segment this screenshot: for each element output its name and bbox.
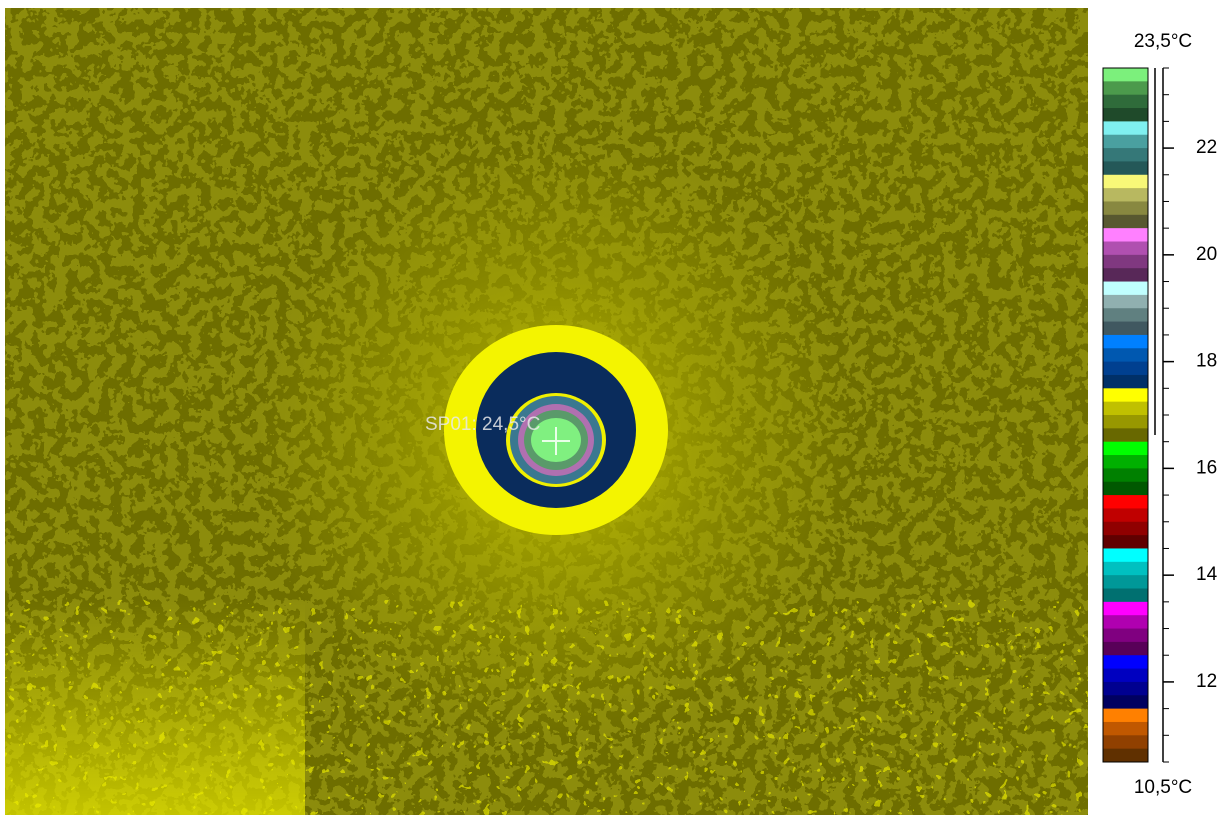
spot-crosshair bbox=[542, 427, 570, 455]
palette-band bbox=[1103, 441, 1148, 456]
palette-band bbox=[1103, 415, 1148, 429]
palette-band bbox=[1103, 81, 1148, 96]
palette-band bbox=[1103, 121, 1148, 136]
palette-band bbox=[1103, 134, 1148, 149]
thermal-image bbox=[5, 8, 1088, 815]
palette-band bbox=[1103, 348, 1148, 363]
palette-band bbox=[1103, 655, 1148, 670]
palette-band bbox=[1103, 361, 1148, 376]
palette-band bbox=[1103, 708, 1148, 723]
palette-band bbox=[1103, 148, 1148, 162]
tick-label: 12 bbox=[1196, 671, 1217, 692]
palette-band bbox=[1103, 668, 1148, 683]
tick-label: 22 bbox=[1196, 137, 1217, 158]
colorbar-frame bbox=[1102, 67, 1149, 763]
palette-band bbox=[1103, 601, 1148, 616]
palette-band bbox=[1103, 495, 1148, 509]
palette-band bbox=[1103, 535, 1148, 549]
palette-band bbox=[1103, 201, 1148, 216]
palette-band bbox=[1103, 68, 1148, 82]
palette-band bbox=[1103, 748, 1148, 763]
palette-band bbox=[1103, 94, 1148, 109]
palette-band bbox=[1103, 481, 1148, 496]
palette-band bbox=[1103, 174, 1148, 189]
tick-label: 18 bbox=[1196, 351, 1217, 372]
scale-max-label: 23,5°C bbox=[1134, 31, 1192, 52]
palette-band bbox=[1103, 401, 1148, 416]
palette-band bbox=[1103, 588, 1148, 603]
palette-band bbox=[1103, 254, 1148, 269]
palette-band bbox=[1103, 108, 1148, 122]
palette-band bbox=[1103, 695, 1148, 710]
palette-band bbox=[1103, 308, 1148, 323]
spot-label: SP01: 24,5°C bbox=[425, 414, 540, 435]
tick-label: 16 bbox=[1196, 457, 1217, 478]
palette-band bbox=[1103, 188, 1148, 202]
palette-band bbox=[1103, 388, 1148, 403]
palette-band bbox=[1103, 294, 1148, 309]
palette-band bbox=[1103, 268, 1148, 283]
palette-band bbox=[1103, 468, 1148, 483]
palette-band bbox=[1103, 721, 1148, 736]
palette-band bbox=[1103, 641, 1148, 656]
tick-label: 20 bbox=[1196, 244, 1217, 265]
palette-band bbox=[1103, 575, 1148, 589]
palette-band bbox=[1103, 334, 1148, 349]
palette-band bbox=[1103, 521, 1148, 536]
palette-band bbox=[1103, 735, 1148, 750]
palette-band bbox=[1103, 374, 1148, 389]
palette-band bbox=[1103, 628, 1148, 643]
palette-band bbox=[1103, 681, 1148, 696]
palette-band bbox=[1103, 241, 1148, 256]
palette-band bbox=[1103, 615, 1148, 630]
tick-label: 14 bbox=[1196, 564, 1218, 585]
palette-band bbox=[1103, 321, 1148, 336]
palette-band bbox=[1103, 161, 1148, 176]
palette-band bbox=[1103, 214, 1148, 229]
palette-band bbox=[1103, 428, 1148, 443]
palette-band bbox=[1103, 548, 1148, 563]
scale-min-label: 10,5°C bbox=[1134, 777, 1192, 798]
palette-band bbox=[1103, 508, 1148, 523]
palette-band bbox=[1103, 281, 1148, 296]
palette-band bbox=[1103, 228, 1148, 242]
palette-band bbox=[1103, 455, 1148, 469]
palette-band bbox=[1103, 561, 1148, 576]
